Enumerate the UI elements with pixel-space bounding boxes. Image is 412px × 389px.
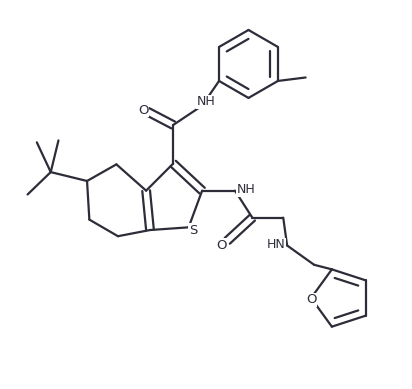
Text: NH: NH — [197, 95, 215, 108]
Text: S: S — [189, 224, 197, 237]
Text: O: O — [138, 104, 149, 117]
Text: O: O — [216, 239, 227, 252]
Text: HN: HN — [267, 238, 285, 251]
Text: O: O — [306, 293, 316, 307]
Text: NH: NH — [237, 183, 256, 196]
